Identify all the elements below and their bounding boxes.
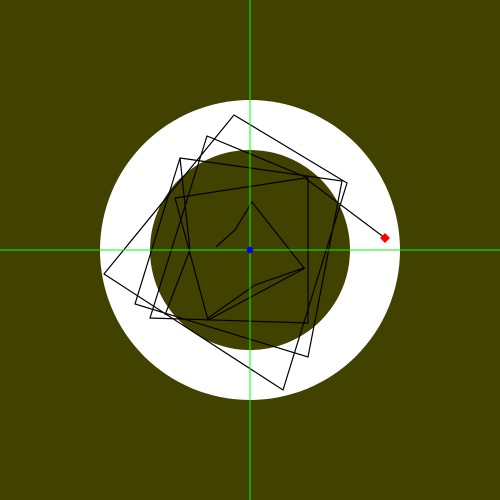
- square-1: [103, 114, 348, 391]
- square-2: [134, 157, 343, 358]
- center-dot: [246, 246, 254, 254]
- inner-polyline: [207, 200, 305, 319]
- red-handle[interactable]: [380, 233, 390, 243]
- diagonal-line-1: [174, 177, 386, 239]
- rotated-squares: [103, 114, 386, 391]
- square-3: [149, 135, 309, 324]
- diagonal-line-2: [174, 197, 306, 321]
